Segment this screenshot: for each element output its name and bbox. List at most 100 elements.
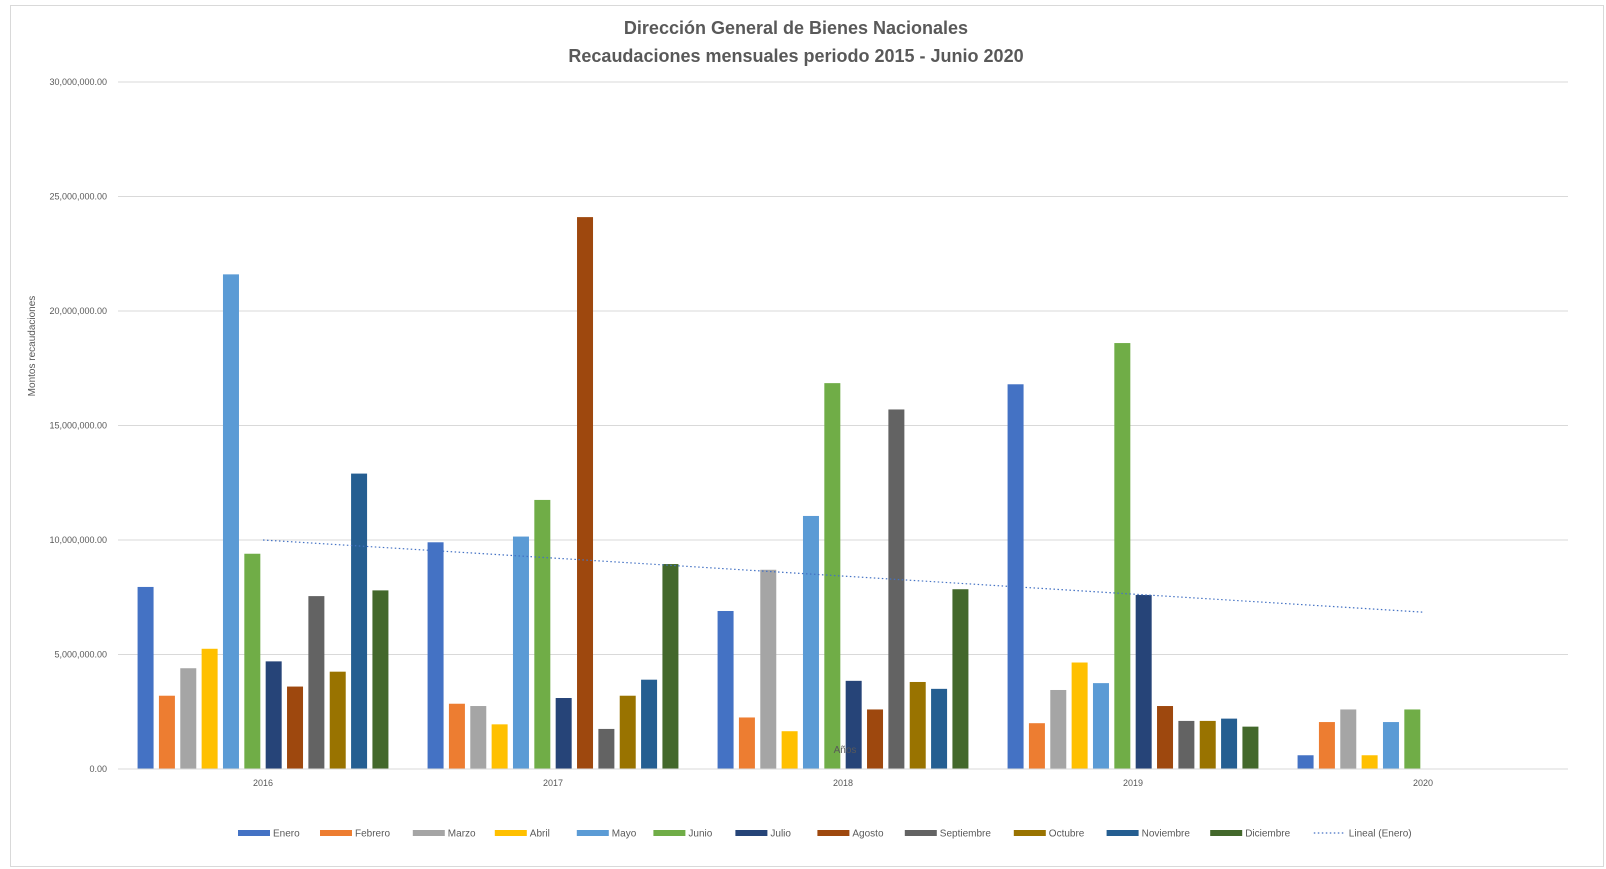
chart-subtitle: Recaudaciones mensuales periodo 2015 - J…: [568, 46, 1023, 66]
trendline-group: [262, 539, 1424, 613]
bar-mayo-2018: [802, 515, 819, 769]
legend-label: Enero: [273, 829, 300, 840]
bar-septiembre-2018: [888, 409, 905, 769]
y-axis-ticks: 0.00 5,000,000.00 10,000,000.00 15,000,000.…: [49, 77, 107, 774]
bar-julio-2016: [265, 661, 282, 769]
legend-label: Marzo: [448, 829, 476, 840]
bar-agosto-2017: [577, 217, 594, 770]
bar-agosto-2019: [1157, 706, 1174, 769]
legend-label: Agosto: [852, 829, 884, 840]
bar-noviembre-2017: [641, 679, 658, 769]
bar-abril-2020: [1361, 755, 1378, 769]
legend-label: Septiembre: [940, 829, 992, 840]
bar-febrero-2018: [738, 717, 755, 769]
bar-diciembre-2016: [372, 590, 389, 769]
x-tick-label: 2018: [833, 778, 853, 788]
legend-label: Mayo: [612, 829, 637, 840]
bar-junio-2019: [1114, 343, 1131, 769]
legend-swatch: [735, 830, 768, 836]
bar-febrero-2020: [1318, 722, 1335, 769]
legend-label: Junio: [688, 829, 712, 840]
bar-enero-2016: [137, 586, 154, 769]
bar-marzo-2019: [1050, 689, 1067, 769]
bar-noviembre-2016: [351, 473, 368, 769]
bar-enero-2020: [1297, 755, 1314, 769]
bar-marzo-2017: [470, 706, 487, 769]
y-tick-label: 30,000,000.00: [49, 77, 107, 87]
bar-julio-2019: [1135, 594, 1152, 769]
x-tick-label: 2016: [253, 778, 273, 788]
bar-diciembre-2018: [952, 589, 969, 769]
legend-swatch: [238, 830, 270, 836]
y-tick-label: 0.00: [89, 764, 107, 774]
legend-swatch: [412, 830, 445, 836]
y-tick-label: 5,000,000.00: [54, 650, 107, 660]
chart-title: Dirección General de Bienes Nacionales: [624, 18, 968, 38]
legend-label: Octubre: [1049, 829, 1085, 840]
bar-julio-2017: [555, 698, 572, 769]
legend-swatch: [1106, 830, 1139, 836]
y-tick-label: 25,000,000.00: [49, 192, 107, 202]
bar-abril-2017: [491, 724, 508, 769]
legend-swatch: [1210, 830, 1243, 836]
bar-junio-2018: [824, 383, 841, 769]
gridlines: [118, 81, 1568, 655]
bar-mayo-2017: [512, 536, 529, 769]
legend-swatch: [494, 830, 527, 836]
bar-febrero-2017: [448, 703, 465, 769]
legend-label: Abril: [530, 829, 550, 840]
bar-febrero-2016: [158, 695, 175, 769]
bar-agosto-2018: [867, 709, 884, 769]
bar-julio-2018: [845, 680, 862, 769]
bar-marzo-2018: [760, 569, 777, 769]
bar-noviembre-2018: [931, 688, 948, 769]
bar-enero-2017: [427, 542, 444, 769]
bar-octubre-2017: [619, 695, 636, 769]
legend-label: Julio: [770, 829, 791, 840]
legend-label: Lineal (Enero): [1349, 829, 1412, 840]
bar-noviembre-2019: [1221, 718, 1238, 769]
legend-label: Febrero: [355, 829, 390, 840]
x-axis-ticks: 2016 2017 2018 2019 2020: [253, 778, 1433, 788]
bar-agosto-2016: [287, 686, 304, 769]
bars: [137, 217, 1421, 770]
bar-abril-2018: [781, 731, 798, 769]
bar-enero-2019: [1007, 384, 1024, 769]
bar-abril-2016: [201, 648, 218, 769]
bar-junio-2020: [1404, 709, 1421, 769]
bar-marzo-2020: [1340, 709, 1357, 769]
legend-swatch: [576, 830, 609, 836]
legend-swatch: [904, 830, 937, 836]
legend-swatch: [1013, 830, 1046, 836]
bar-mayo-2016: [222, 274, 239, 769]
y-tick-label: 20,000,000.00: [49, 306, 107, 316]
bar-enero-2018: [717, 610, 734, 769]
bar-mayo-2020: [1382, 722, 1399, 769]
y-tick-label: 10,000,000.00: [49, 535, 107, 545]
bar-junio-2016: [244, 553, 261, 769]
legend-swatch: [817, 830, 850, 836]
x-axis-label: Años: [834, 745, 857, 756]
bar-octubre-2019: [1199, 720, 1216, 769]
bar-octubre-2018: [909, 681, 926, 769]
bar-diciembre-2017: [662, 564, 679, 769]
bar-septiembre-2016: [308, 596, 325, 769]
bar-diciembre-2019: [1242, 726, 1259, 769]
bar-abril-2019: [1071, 662, 1088, 769]
bar-marzo-2016: [180, 668, 197, 769]
legend-label: Diciembre: [1245, 829, 1290, 840]
legend-swatch: [320, 830, 352, 836]
bar-octubre-2016: [329, 671, 346, 769]
y-tick-label: 15,000,000.00: [49, 421, 107, 431]
x-tick-label: 2017: [543, 778, 563, 788]
x-tick-label: 2020: [1413, 778, 1433, 788]
x-tick-label: 2019: [1123, 778, 1143, 788]
bar-septiembre-2017: [598, 728, 615, 769]
trendline: [262, 539, 1424, 613]
bar-febrero-2019: [1028, 723, 1045, 769]
legend: Enero Febrero Marzo Abril Mayo Junio Julio Agos…: [238, 829, 1412, 840]
y-axis-label: Montos recaudaciones: [27, 296, 38, 397]
bar-septiembre-2019: [1178, 720, 1195, 769]
legend-swatch: [653, 830, 686, 836]
